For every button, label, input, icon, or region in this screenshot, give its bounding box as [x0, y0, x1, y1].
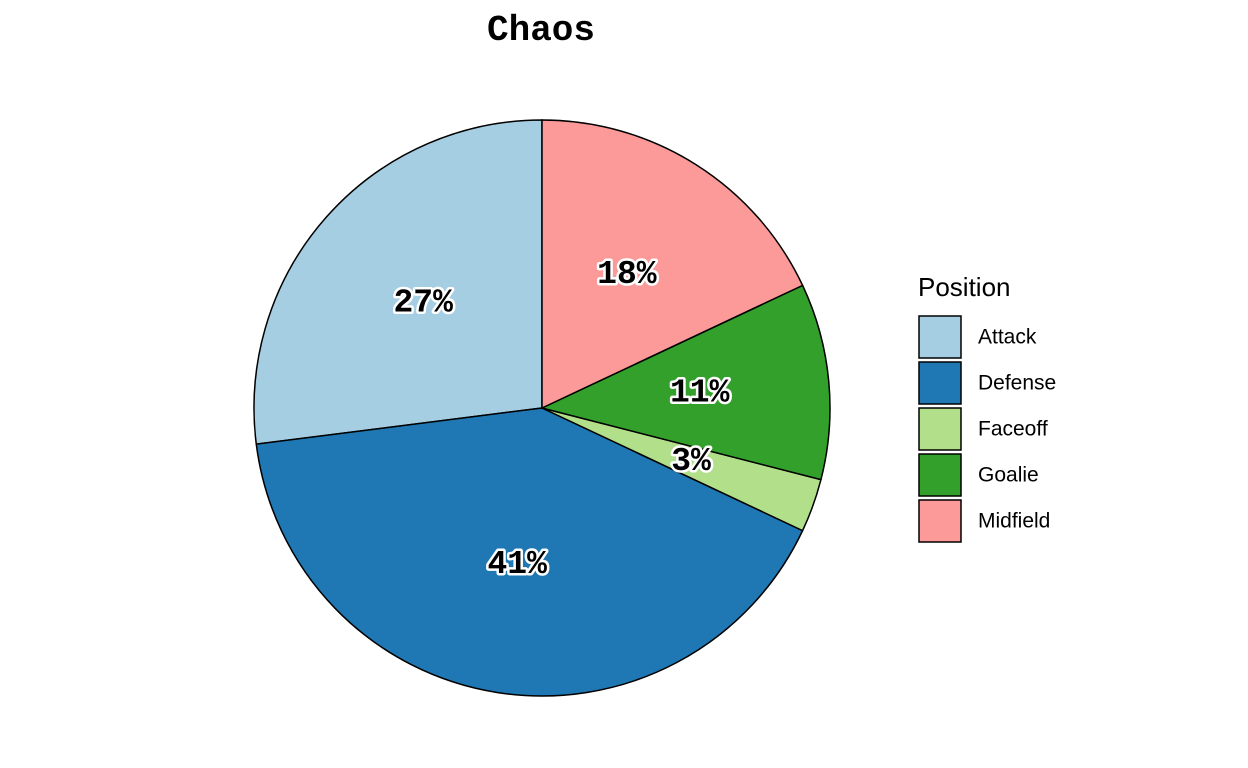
legend-swatch-attack [918, 315, 962, 359]
legend-title: Position [918, 272, 1011, 302]
legend-label-attack: Attack [978, 326, 1037, 349]
slice-label-midfield: 18% [597, 256, 657, 293]
slice-label-attack: 27% [393, 285, 453, 322]
legend-swatch-goalie [918, 453, 962, 497]
slice-label-goalie: 11% [670, 375, 730, 412]
pie-slices [253, 119, 831, 697]
legend-label-defense: Defense [978, 372, 1056, 395]
legend-label-midfield: Midfield [978, 510, 1050, 533]
legend: Position Attack Defense Faceoff Goalie Midfi… [918, 272, 1056, 543]
legend-label-faceoff: Faceoff [978, 418, 1048, 441]
pie-slice-midfield [541, 119, 804, 410]
legend-swatch-defense [918, 361, 962, 405]
pie-slice-labels: 27% 41% 3% 11% 18% [391, 253, 732, 585]
pie-slice-goalie [539, 284, 831, 481]
slice-label-defense: 41% [488, 546, 548, 583]
slice-label-faceoff: 3% [671, 443, 711, 480]
legend-items: Attack Defense Faceoff Goalie Midfield [918, 315, 1056, 543]
legend-swatch-midfield [918, 499, 962, 543]
legend-swatch-faceoff [918, 407, 962, 451]
pie-slice-defense [255, 407, 804, 697]
chart-title: Chaos [487, 10, 595, 51]
pie-slice-attack [253, 119, 543, 445]
legend-label-goalie: Goalie [978, 464, 1039, 487]
